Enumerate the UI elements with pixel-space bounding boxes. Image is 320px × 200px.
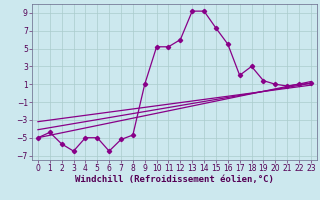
X-axis label: Windchill (Refroidissement éolien,°C): Windchill (Refroidissement éolien,°C) (75, 175, 274, 184)
